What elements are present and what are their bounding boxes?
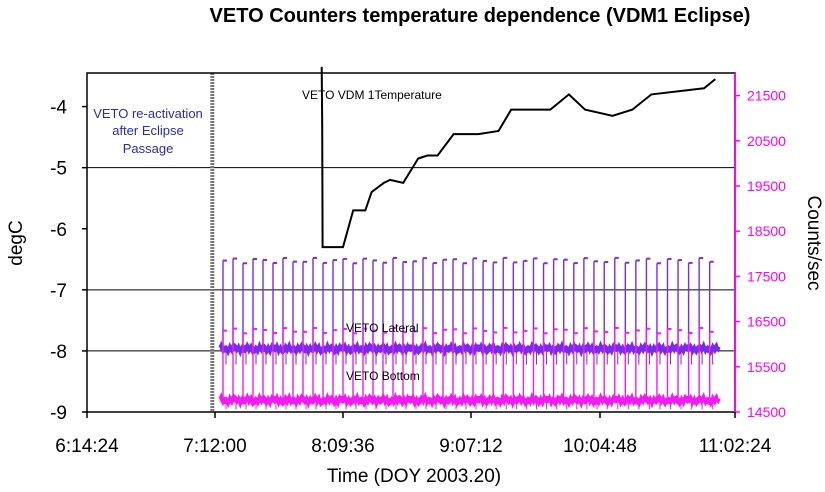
left-axis: -4 -5 -6 -7 -8 -9 [50, 98, 87, 424]
right-tick-label: 15500 [747, 359, 786, 375]
x-tick-label: 11:02:24 [699, 436, 772, 457]
right-tick-label: 20500 [747, 133, 786, 149]
left-tick-label: -9 [50, 403, 67, 424]
plot-frame [86, 72, 736, 413]
right-tick-label: 19500 [747, 178, 786, 194]
annotation-line-1: VETO re-activation [93, 106, 203, 121]
right-tick-label: 21500 [747, 88, 786, 104]
reactivation-annotation: VETO re-activation after Eclipse Passage [93, 106, 203, 156]
chart-title: VETO Counters temperature dependence (VD… [210, 5, 751, 27]
x-axis: 6:14:24 7:12:00 8:09:36 9:07:12 10:04:48 11:0… [55, 412, 772, 457]
left-tick-label: -8 [50, 342, 67, 363]
series-temperature [320, 66, 716, 249]
x-tick-label: 7:12:00 [183, 436, 246, 457]
annotation-line-2: after Eclipse [112, 123, 184, 138]
x-axis-label: Time (DOY 2003.20) [327, 466, 501, 487]
temperature-line [320, 66, 716, 249]
count-baseline [218, 340, 721, 358]
right-tick-label: 16500 [747, 314, 786, 330]
series-veto-lateral [218, 256, 721, 365]
bottom-label: VETO Bottom [346, 369, 420, 383]
lateral-label: VETO Lateral [346, 321, 418, 335]
left-tick-label: -4 [50, 98, 67, 119]
series-veto-bottom [218, 326, 721, 410]
left-tick-label: -5 [50, 159, 67, 180]
annotation-line-3: Passage [123, 141, 174, 156]
temperature-label: VETO VDM 1Temperature [302, 88, 442, 102]
x-tick-label: 8:09:36 [311, 436, 374, 457]
count-baseline [218, 391, 721, 409]
x-tick-label: 6:14:24 [55, 436, 119, 457]
right-tick-label: 14500 [747, 404, 786, 420]
x-tick-label: 10:04:48 [563, 436, 637, 457]
left-axis-label: degC [6, 220, 27, 265]
left-tick-label: -7 [50, 281, 67, 302]
right-axis-label: Counts/sec [803, 195, 824, 290]
x-tick-label: 9:07:12 [439, 436, 502, 457]
right-axis: 21500 20500 19500 18500 17500 16500 15500 14500 [734, 73, 786, 420]
right-tick-label: 17500 [747, 268, 786, 284]
right-tick-label: 18500 [747, 223, 786, 239]
left-tick-label: -6 [50, 220, 67, 241]
